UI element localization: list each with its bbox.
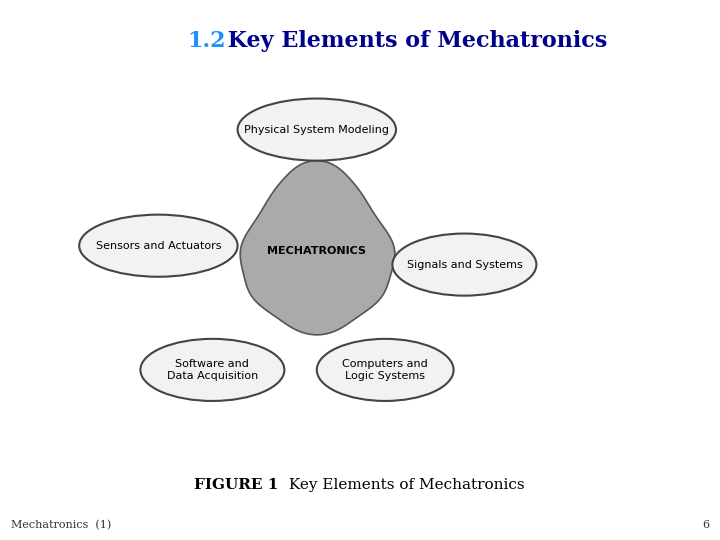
Text: Computers and
Logic Systems: Computers and Logic Systems: [342, 359, 428, 381]
Text: FIGURE 1: FIGURE 1: [194, 478, 279, 492]
Ellipse shape: [79, 214, 238, 276]
Text: Software and
Data Acquisition: Software and Data Acquisition: [167, 359, 258, 381]
Ellipse shape: [238, 98, 396, 161]
Text: Physical System Modeling: Physical System Modeling: [244, 125, 390, 134]
Text: 6: 6: [702, 520, 709, 530]
Text: 1.2: 1.2: [187, 30, 226, 52]
Text: Sensors and Actuators: Sensors and Actuators: [96, 241, 221, 251]
Text: Key Elements of Mechatronics: Key Elements of Mechatronics: [284, 478, 525, 492]
Text: MECHATRONICS: MECHATRONICS: [267, 246, 366, 256]
Polygon shape: [240, 161, 395, 335]
Ellipse shape: [317, 339, 454, 401]
Ellipse shape: [392, 233, 536, 296]
Ellipse shape: [140, 339, 284, 401]
Text: Key Elements of Mechatronics: Key Elements of Mechatronics: [220, 30, 607, 52]
Text: Signals and Systems: Signals and Systems: [407, 260, 522, 269]
Text: Mechatronics  (1): Mechatronics (1): [11, 520, 111, 530]
